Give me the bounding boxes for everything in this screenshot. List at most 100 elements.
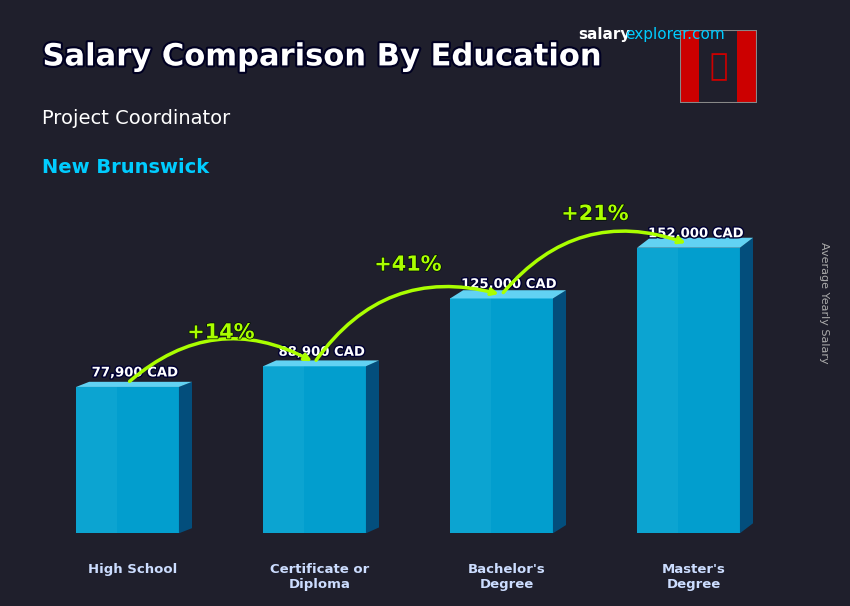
Bar (638, 267, 678, 276)
Bar (263, 461, 304, 467)
Bar (76, 436, 117, 441)
FancyBboxPatch shape (76, 387, 178, 533)
Bar (638, 476, 678, 485)
Text: Certificate or
Diploma: Certificate or Diploma (270, 564, 370, 591)
Bar (638, 305, 678, 315)
Polygon shape (740, 238, 753, 533)
Bar (450, 353, 491, 361)
Bar (450, 518, 491, 525)
Bar (638, 524, 678, 533)
Bar (638, 295, 678, 305)
Bar (76, 474, 117, 479)
Bar (638, 353, 678, 362)
Bar (450, 322, 491, 330)
Bar (263, 478, 304, 483)
Bar (76, 455, 117, 460)
Polygon shape (450, 290, 566, 298)
Bar (450, 439, 491, 447)
Bar (76, 407, 117, 411)
Bar (638, 514, 678, 524)
Bar (638, 333, 678, 343)
Bar (450, 408, 491, 416)
Bar (450, 385, 491, 393)
Bar (638, 324, 678, 333)
Text: +21%: +21% (561, 204, 629, 224)
Text: 🍁: 🍁 (709, 52, 728, 81)
Bar (263, 427, 304, 433)
Bar (638, 400, 678, 410)
Bar (737, 30, 757, 103)
Bar (450, 314, 491, 322)
Bar (76, 519, 117, 524)
Bar (263, 467, 304, 472)
Bar (450, 345, 491, 353)
FancyBboxPatch shape (638, 248, 740, 533)
Bar (638, 505, 678, 514)
Bar (638, 419, 678, 428)
Bar (263, 405, 304, 411)
Bar (263, 450, 304, 455)
Bar (76, 470, 117, 474)
Bar (263, 522, 304, 528)
Bar (263, 372, 304, 378)
Bar (450, 431, 491, 439)
Bar (638, 390, 678, 400)
Text: Salary Comparison By Education: Salary Comparison By Education (42, 42, 599, 72)
Polygon shape (366, 361, 379, 533)
Bar (450, 298, 491, 306)
Bar (638, 286, 678, 295)
Bar (450, 377, 491, 385)
Bar (450, 447, 491, 455)
Bar (450, 306, 491, 314)
Bar (450, 494, 491, 502)
Bar (76, 528, 117, 533)
Bar (76, 397, 117, 402)
Bar (638, 457, 678, 467)
Bar (450, 361, 491, 369)
Bar (263, 416, 304, 422)
Polygon shape (178, 382, 192, 533)
Bar (638, 371, 678, 381)
Bar (76, 514, 117, 519)
Bar (76, 431, 117, 436)
Bar (76, 421, 117, 426)
Bar (76, 402, 117, 407)
Bar (450, 369, 491, 377)
Bar (263, 400, 304, 405)
Text: Average Yearly Salary: Average Yearly Salary (819, 242, 829, 364)
Text: 88,900 CAD: 88,900 CAD (279, 346, 366, 359)
Bar (263, 411, 304, 416)
Bar (450, 502, 491, 510)
Bar (263, 439, 304, 444)
Bar (450, 510, 491, 518)
Bar (76, 426, 117, 431)
Text: 77,900 CAD: 77,900 CAD (92, 367, 178, 379)
Bar (638, 381, 678, 390)
Text: +14%: +14% (187, 322, 255, 342)
Bar (638, 467, 678, 476)
Text: 125,000 CAD: 125,000 CAD (461, 278, 557, 291)
Bar (450, 455, 491, 463)
Bar (450, 400, 491, 408)
Bar (263, 433, 304, 439)
Bar (263, 383, 304, 388)
Bar (76, 499, 117, 504)
Bar (76, 494, 117, 499)
Bar (76, 445, 117, 450)
Bar (638, 248, 678, 258)
Text: High School: High School (88, 564, 178, 576)
Bar (263, 516, 304, 522)
Bar (76, 411, 117, 416)
Text: New Brunswick: New Brunswick (42, 158, 210, 176)
Bar (638, 410, 678, 419)
FancyBboxPatch shape (263, 366, 366, 533)
Bar (76, 392, 117, 397)
Text: Master's
Degree: Master's Degree (662, 564, 726, 591)
Bar (263, 378, 304, 383)
Bar (263, 500, 304, 505)
Bar (76, 465, 117, 470)
Bar (76, 441, 117, 445)
Text: +41%: +41% (374, 255, 442, 275)
Bar (76, 450, 117, 455)
Bar (263, 505, 304, 511)
